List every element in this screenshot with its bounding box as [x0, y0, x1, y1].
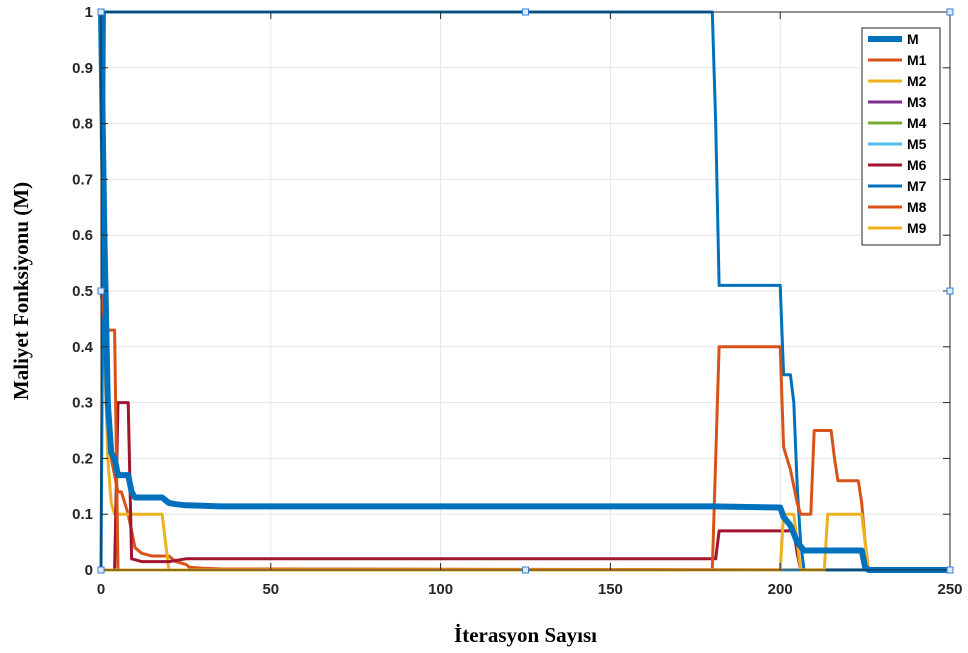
selection-handle: [97, 287, 105, 295]
selection-handle: [946, 566, 954, 574]
y-tick-label: 0.9: [72, 60, 93, 77]
legend-label-m: M: [907, 31, 919, 47]
grid: [100, 11, 951, 571]
x-tick-label: 50: [262, 581, 279, 598]
y-tick-label: 0.7: [72, 171, 93, 188]
legend-box: [861, 27, 941, 246]
x-tick-label: 200: [768, 581, 793, 598]
x-axis-label: İterasyon Sayısı: [454, 623, 597, 647]
legend-label-m9: M9: [907, 220, 927, 236]
x-tick-label: 0: [97, 581, 105, 598]
y-tick-label: 1: [85, 4, 93, 21]
x-tick-label: 150: [598, 581, 623, 598]
legend-label-m6: M6: [907, 157, 927, 173]
x-tick-label: 250: [937, 581, 962, 598]
axis-ticks: 0 50 100 150 200 250 0 0.1 0.2 0.3 0.4 0.5 0.6 0.7 0.8…: [72, 4, 962, 598]
series-line-m: [98, 9, 953, 573]
legend-label-m3: M3: [907, 94, 927, 110]
legend-label-m1: M1: [907, 52, 927, 68]
legend-label-m8: M8: [907, 199, 927, 215]
selection-handle: [522, 566, 529, 574]
y-tick-label: 0.2: [72, 450, 93, 467]
selection-handle: [946, 287, 954, 295]
y-tick-label: 0.3: [72, 395, 93, 412]
series-line-m8: [99, 289, 952, 572]
legend-label-m4: M4: [907, 115, 927, 131]
selection-handle: [946, 8, 954, 16]
selection-handle: [97, 8, 105, 16]
legend: M M1 M2 M3 M4 M5 M6 M7 M8 M9: [861, 27, 941, 246]
selection-handles: [97, 8, 954, 574]
selection-handle: [97, 566, 105, 574]
y-tick-label: 0.8: [72, 116, 93, 133]
x-tick-label: 100: [428, 581, 453, 598]
y-tick-label: 0.5: [72, 283, 93, 300]
y-tick-label: 0.6: [72, 227, 93, 244]
legend-label-m7: M7: [907, 178, 927, 194]
y-tick-label: 0: [85, 562, 93, 579]
y-tick-label: 0.4: [72, 339, 94, 356]
legend-label-m5: M5: [907, 136, 927, 152]
y-axis-label: Maliyet Fonksiyonu (M): [9, 182, 33, 400]
y-tick-label: 0.1: [72, 506, 93, 523]
series-line-m6: [99, 401, 952, 572]
selection-handle: [522, 8, 529, 16]
legend-label-m2: M2: [907, 73, 927, 89]
